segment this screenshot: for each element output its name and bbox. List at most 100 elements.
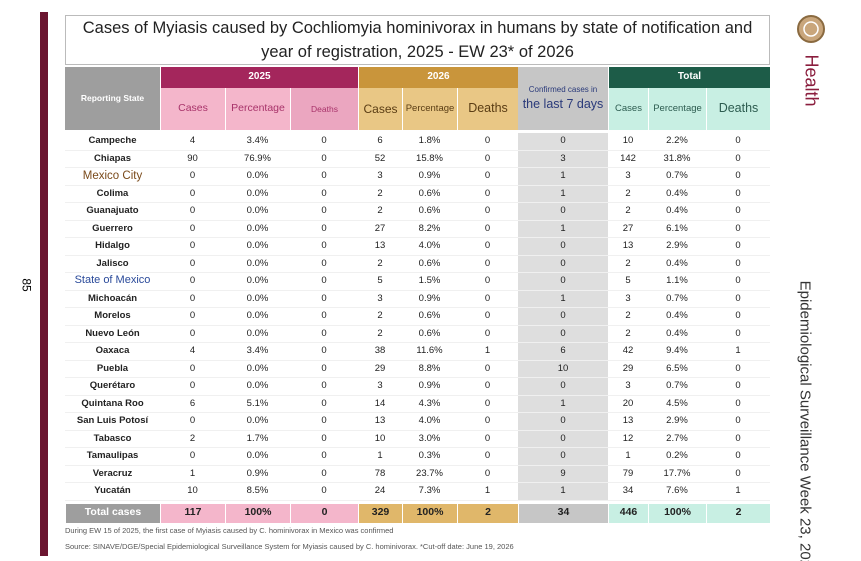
table-cell: 3 bbox=[608, 378, 648, 396]
table-cell: 9.4% bbox=[648, 343, 706, 361]
table-cell: 0 bbox=[457, 238, 518, 256]
total-cell: 100% bbox=[402, 503, 457, 523]
table-cell: 1 bbox=[457, 343, 518, 361]
table-cell: 0.0% bbox=[225, 378, 290, 396]
table-cell: 0 bbox=[160, 448, 225, 466]
table-cell: 0 bbox=[706, 151, 770, 168]
table-cell: 0 bbox=[290, 186, 358, 203]
table-cell: 0 bbox=[518, 413, 608, 431]
table-cell: 0 bbox=[706, 396, 770, 413]
state-name: Michoacán bbox=[65, 291, 160, 308]
table-cell: 0.7% bbox=[648, 168, 706, 186]
state-name: Morelos bbox=[65, 308, 160, 326]
table-cell: 2.7% bbox=[648, 431, 706, 448]
table-cell: 0 bbox=[706, 203, 770, 221]
table-cell: 0 bbox=[518, 325, 608, 343]
table-cell: 2 bbox=[608, 326, 648, 343]
table-cell: 0 bbox=[457, 256, 518, 273]
table-cell: 7.3% bbox=[402, 483, 457, 501]
table-cell: 0 bbox=[290, 326, 358, 343]
table-cell: 0 bbox=[518, 255, 608, 273]
table-cell: 1 bbox=[518, 395, 608, 413]
table-cell: 0.0% bbox=[225, 448, 290, 466]
state-name: Chiapas bbox=[65, 151, 160, 168]
table-cell: 1.1% bbox=[648, 273, 706, 291]
state-name: Veracruz bbox=[65, 466, 160, 483]
table-cell: 0 bbox=[290, 343, 358, 361]
table-cell: 29 bbox=[358, 361, 402, 378]
state-name: Tamaulipas bbox=[65, 448, 160, 466]
table-cell: 6.1% bbox=[648, 221, 706, 238]
table-cell: 0 bbox=[706, 361, 770, 378]
table-cell: 0 bbox=[518, 238, 608, 256]
table-cell: 52 bbox=[358, 151, 402, 168]
table-cell: 0 bbox=[290, 291, 358, 308]
table-cell: 3 bbox=[358, 291, 402, 308]
table-cell: 0 bbox=[457, 326, 518, 343]
table-cell: 0.7% bbox=[648, 378, 706, 396]
table-cell: 5 bbox=[358, 273, 402, 291]
total-cell: 34 bbox=[518, 503, 608, 523]
total-cell: 100% bbox=[648, 503, 706, 523]
table-cell: 3 bbox=[358, 168, 402, 186]
table-cell: 0 bbox=[706, 466, 770, 483]
table-cell: 0 bbox=[290, 308, 358, 326]
state-name: Colima bbox=[65, 186, 160, 203]
table-cell: 0 bbox=[457, 186, 518, 203]
table-cell: 10 bbox=[358, 431, 402, 448]
table-cell: 34 bbox=[608, 483, 648, 501]
table-cell: 0 bbox=[160, 221, 225, 238]
table-cell: 0.4% bbox=[648, 256, 706, 273]
state-name: Nuevo León bbox=[65, 326, 160, 343]
header-cell: Reporting State bbox=[65, 67, 160, 130]
group-header: Total bbox=[608, 67, 770, 88]
table-cell: 0 bbox=[290, 151, 358, 168]
table-cell: 0 bbox=[706, 273, 770, 291]
table-cell: 2 bbox=[608, 256, 648, 273]
table-cell: 0 bbox=[160, 361, 225, 378]
table-cell: 0 bbox=[518, 133, 608, 151]
table-cell: 1 bbox=[457, 483, 518, 501]
table-cell: 1 bbox=[706, 343, 770, 361]
state-name: Yucatán bbox=[65, 483, 160, 501]
table-cell: 1 bbox=[160, 466, 225, 483]
table-cell: 3.0% bbox=[402, 431, 457, 448]
table-cell: 13 bbox=[358, 413, 402, 431]
table-cell: 2 bbox=[608, 186, 648, 203]
header-text: Confirmed cases in bbox=[528, 85, 598, 95]
table-cell: 2.9% bbox=[648, 413, 706, 431]
table-cell: 23.7% bbox=[402, 466, 457, 483]
table-cell: 0 bbox=[518, 448, 608, 466]
table-cell: 0 bbox=[290, 413, 358, 431]
table-cell: 6 bbox=[160, 396, 225, 413]
table-cell: 0 bbox=[706, 238, 770, 256]
table-cell: 76.9% bbox=[225, 151, 290, 168]
table-cell: 0 bbox=[290, 378, 358, 396]
table-cell: 0.0% bbox=[225, 413, 290, 431]
table-cell: 0 bbox=[706, 291, 770, 308]
table-cell: 0 bbox=[706, 308, 770, 326]
table-cell: 0 bbox=[518, 308, 608, 326]
table-cell: 5 bbox=[608, 273, 648, 291]
table-cell: 0 bbox=[457, 273, 518, 291]
table-cell: 1.5% bbox=[402, 273, 457, 291]
sub-header: Percentage bbox=[402, 88, 457, 130]
table-cell: 3 bbox=[358, 378, 402, 396]
total-label: Total cases bbox=[65, 503, 160, 523]
total-cell: 2 bbox=[706, 503, 770, 523]
table-cell: 29 bbox=[608, 361, 648, 378]
table-cell: 0 bbox=[457, 431, 518, 448]
table-cell: 0.4% bbox=[648, 186, 706, 203]
table-cell: 5.1% bbox=[225, 396, 290, 413]
table-cell: 0 bbox=[518, 378, 608, 396]
table-cell: 38 bbox=[358, 343, 402, 361]
table-cell: 0 bbox=[457, 221, 518, 238]
table-cell: 14 bbox=[358, 396, 402, 413]
table-cell: 3 bbox=[518, 150, 608, 168]
table-cell: 1 bbox=[518, 290, 608, 308]
table-cell: 1 bbox=[518, 483, 608, 501]
table-cell: 11.6% bbox=[402, 343, 457, 361]
table-cell: 0.6% bbox=[402, 326, 457, 343]
table-cell: 1 bbox=[518, 168, 608, 186]
table-cell: 0 bbox=[518, 430, 608, 448]
